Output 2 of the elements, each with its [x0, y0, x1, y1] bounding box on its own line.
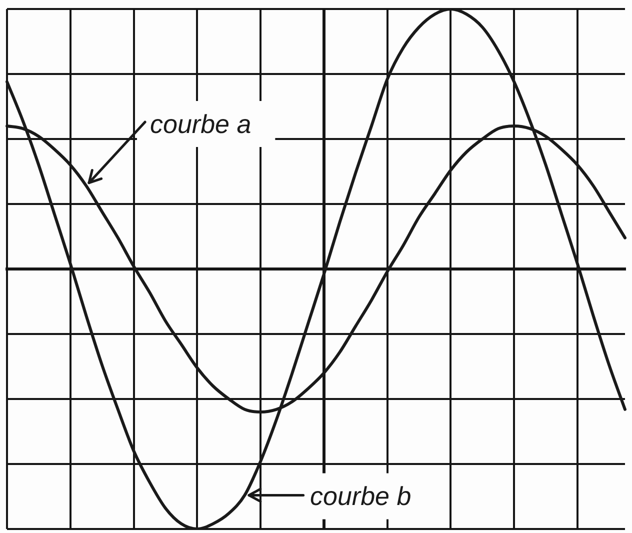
text: courbe a: [150, 109, 252, 139]
legend-label: courbe b: [310, 481, 412, 512]
